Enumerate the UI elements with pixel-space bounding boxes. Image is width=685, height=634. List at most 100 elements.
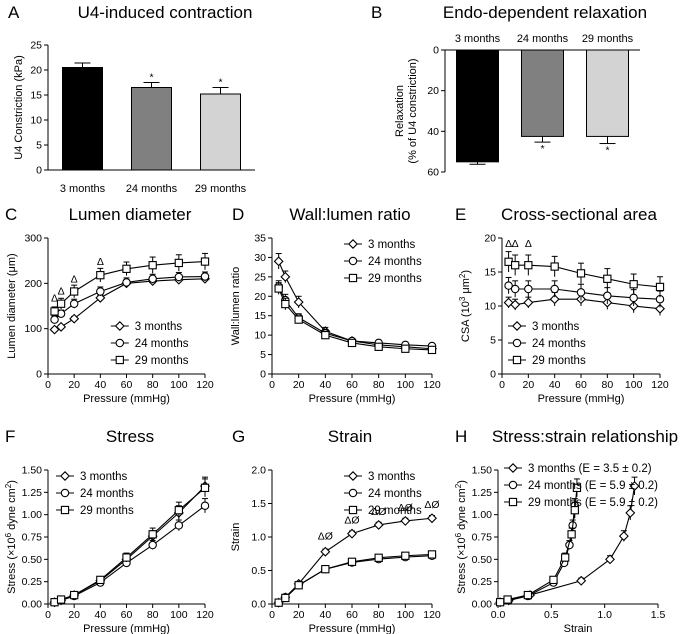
data-point <box>280 271 291 282</box>
legend-marker <box>348 273 358 283</box>
y-tick-label: 10 <box>484 301 496 313</box>
legend: 3 months 24 months 29 months <box>344 471 422 517</box>
annotation: Δ <box>58 286 65 298</box>
y-axis-label: Lumen diameter (μm) <box>6 253 18 358</box>
significance-mark: * <box>218 77 222 89</box>
x-axis-label: Pressure (mmHg) <box>309 623 396 634</box>
x-tick-label: 40 <box>319 379 331 391</box>
x-tick-label: 60 <box>575 379 587 391</box>
bar <box>586 49 629 137</box>
panel-label: B <box>371 3 382 22</box>
data-point <box>572 483 582 493</box>
y-tick-label: 0 <box>36 369 42 381</box>
y-tick-label: 15 <box>484 267 496 279</box>
data-point <box>374 342 383 351</box>
legend: 3 months 24 months 29 months <box>56 471 134 517</box>
legend-marker <box>512 321 522 331</box>
x-tick-label: 40 <box>549 379 561 391</box>
y-tick-label: 5 <box>36 140 42 152</box>
data-point <box>347 528 357 539</box>
panel-d: D Wall:lumen ratio 0 5 10 15 20 25 30 35 0 20 40 60 80… <box>230 205 441 405</box>
legend-marker <box>348 256 358 266</box>
category-label: 3 months <box>455 33 501 45</box>
data-point <box>69 313 80 324</box>
y-tick-label: 0.75 <box>472 532 493 544</box>
x-tick-label: 20 <box>293 609 305 621</box>
y-tick-label: 0.00 <box>472 599 493 611</box>
y-tick-label: 1.50 <box>22 465 43 477</box>
legend-marker <box>348 471 358 481</box>
x-tick-label: 1.5 <box>651 609 666 621</box>
annotation: ΔØ <box>344 515 359 527</box>
series-3 <box>274 550 437 607</box>
x-tick-label: 0 <box>269 379 275 391</box>
data-point <box>96 575 105 585</box>
data-point <box>200 257 210 266</box>
data-point <box>347 338 357 348</box>
x-tick-label: 0 <box>45 379 51 391</box>
data-point <box>347 557 357 566</box>
y-tick-label: 60 <box>427 167 439 179</box>
y-tick-label: 2.0 <box>251 465 266 477</box>
legend-marker <box>60 505 70 515</box>
data-point <box>629 481 640 492</box>
x-tick-label: 100 <box>170 379 188 391</box>
annotation: ΔØ <box>318 531 333 543</box>
y-tick-label: 1.00 <box>22 509 43 521</box>
y-tick-label: 1.0 <box>251 532 266 544</box>
data-point <box>576 575 587 586</box>
y-tick-label: 25 <box>254 271 266 283</box>
panel-h: H Stress:strain relationship 0.00 0.25 0.50 0… <box>454 427 679 634</box>
legend-label: 29 months <box>532 355 586 367</box>
x-tick-label: 60 <box>346 609 358 621</box>
data-point <box>523 590 533 600</box>
y-axis-label: Strain <box>230 523 242 552</box>
chart-title: Lumen diameter <box>69 205 192 224</box>
x-tick-label: 60 <box>121 379 133 391</box>
y-tick-label: 0.25 <box>472 576 493 588</box>
data-point <box>427 513 437 524</box>
x-tick-label: 80 <box>147 609 159 621</box>
y-axis-label: Wall:lumen ratio <box>230 267 242 345</box>
data-point <box>294 315 303 324</box>
data-point <box>618 531 629 542</box>
panel-e: E Cross-sectional area 0 5 10 15 20 0 20 40 60 80 10… <box>455 205 669 405</box>
data-point <box>374 553 383 562</box>
annotation: Δ <box>51 292 58 304</box>
data-point <box>605 554 615 565</box>
x-axis-label: Pressure (mmHg) <box>309 393 396 405</box>
legend-label: 29 months <box>368 273 422 285</box>
data-point <box>148 530 157 539</box>
data-point <box>174 272 184 282</box>
data-point <box>148 274 157 284</box>
data-point <box>510 284 520 294</box>
bar <box>200 93 241 171</box>
y-tick-label: 5 <box>260 349 266 361</box>
data-point <box>174 506 183 515</box>
data-point <box>200 501 210 510</box>
x-tick-label: 0 <box>269 609 275 621</box>
annotation: ΔØ <box>424 499 439 511</box>
data-point <box>69 299 79 308</box>
data-point <box>56 299 66 308</box>
y-tick-label: 1.25 <box>472 487 493 499</box>
annotation: ΔØ <box>371 506 386 518</box>
x-tick-label: 20 <box>522 379 534 391</box>
legend-label: 24 months (E = 5.9 ± 0.2) <box>528 480 658 492</box>
x-tick-label: 0.5 <box>544 609 559 621</box>
data-point <box>549 294 560 305</box>
data-point <box>503 595 512 604</box>
series-3 <box>495 478 582 607</box>
legend: 3 months 24 months 29 months <box>344 239 422 285</box>
x-tick-label: 1.0 <box>597 609 612 621</box>
y-tick-label: 0.5 <box>251 565 266 577</box>
data-point <box>320 546 331 557</box>
x-tick-label: 60 <box>346 379 358 391</box>
y-tick-label: 35 <box>254 233 266 245</box>
y-tick-label: 30 <box>254 252 266 264</box>
y-tick-label: 100 <box>24 323 42 335</box>
legend-marker <box>508 463 518 473</box>
y-tick-label: 20 <box>427 85 439 97</box>
data-point <box>523 297 534 308</box>
x-tick-label: 40 <box>94 609 106 621</box>
